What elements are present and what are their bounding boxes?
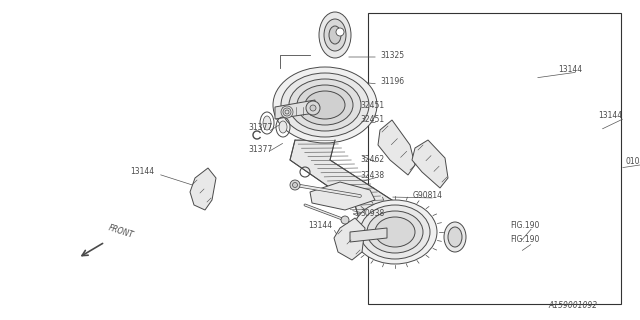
Polygon shape [275,100,315,119]
Text: 31196: 31196 [380,77,404,86]
Circle shape [341,216,349,224]
Ellipse shape [289,79,361,131]
Ellipse shape [329,26,341,44]
Polygon shape [412,140,448,188]
Text: FIG.190: FIG.190 [510,220,540,229]
Ellipse shape [324,19,346,51]
Polygon shape [378,120,415,175]
Text: 0104S: 0104S [625,156,640,165]
Ellipse shape [305,91,345,119]
Text: 13144: 13144 [598,111,622,121]
Polygon shape [290,140,400,222]
Circle shape [283,108,291,116]
Text: 32451: 32451 [360,101,384,110]
Text: 31377: 31377 [248,124,272,132]
Text: 30938: 30938 [360,209,384,218]
Text: 13144: 13144 [130,167,154,177]
Ellipse shape [273,67,377,143]
Text: FRONT: FRONT [107,223,134,240]
Ellipse shape [281,73,369,137]
Circle shape [336,28,344,36]
Circle shape [285,110,289,114]
Polygon shape [190,168,216,210]
Text: 32462: 32462 [360,156,384,164]
Bar [368,13,621,304]
Ellipse shape [319,12,351,58]
Text: 32451: 32451 [360,116,384,124]
Text: G90814: G90814 [413,191,443,201]
Circle shape [290,180,300,190]
Ellipse shape [353,200,437,264]
Circle shape [310,105,316,111]
Text: 13144: 13144 [558,66,582,75]
Ellipse shape [360,205,430,259]
Text: A159001092: A159001092 [548,300,597,309]
Text: 32438: 32438 [360,171,384,180]
Ellipse shape [297,85,353,125]
Ellipse shape [263,116,271,130]
Polygon shape [350,228,387,242]
Ellipse shape [448,227,462,247]
Text: FIG.190: FIG.190 [510,236,540,244]
Circle shape [292,182,298,188]
Ellipse shape [444,222,466,252]
Circle shape [281,106,293,118]
Ellipse shape [375,217,415,247]
Text: 13144: 13144 [308,221,332,230]
Text: 31377: 31377 [248,146,272,155]
Ellipse shape [279,121,287,133]
Circle shape [306,101,320,115]
Polygon shape [334,218,365,260]
Polygon shape [310,182,375,210]
Ellipse shape [367,211,423,253]
Text: 31325: 31325 [380,51,404,60]
